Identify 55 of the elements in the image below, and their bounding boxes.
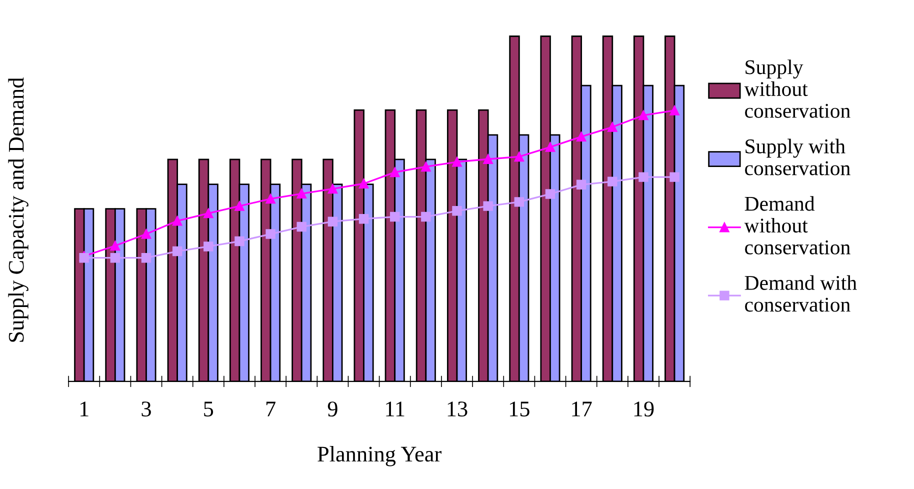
point <box>390 212 400 222</box>
legend-label: Supply with conservation <box>745 138 850 176</box>
point <box>514 152 524 162</box>
x-tick-label: 1 <box>80 402 88 416</box>
legend-label: Demand with conservation <box>744 275 857 312</box>
point <box>514 197 524 207</box>
point <box>296 188 306 199</box>
x-tick-label: 13 <box>448 402 468 417</box>
x-axis-title: Planning Year <box>318 446 442 466</box>
point <box>234 201 244 211</box>
point <box>638 172 648 182</box>
point <box>266 229 276 239</box>
point <box>576 132 586 142</box>
legend-label: Supply without conservation <box>744 60 850 118</box>
point <box>328 184 338 194</box>
point <box>358 178 369 188</box>
x-tick-label: 5 <box>204 402 214 417</box>
point <box>204 242 214 252</box>
x-tick-label: 15 <box>510 402 530 417</box>
legend-label: Demand without conservation <box>744 196 850 254</box>
point <box>608 176 618 186</box>
point <box>670 172 680 182</box>
point <box>421 212 431 222</box>
point <box>358 214 369 224</box>
point <box>110 240 120 251</box>
point <box>483 201 493 211</box>
x-tick-label: 19 <box>634 402 654 417</box>
x-tick-label: 9 <box>328 402 338 417</box>
point <box>234 236 244 246</box>
x-tick-label: 3 <box>142 402 151 417</box>
point <box>576 180 586 190</box>
point <box>172 246 182 256</box>
point <box>141 229 152 239</box>
point <box>545 142 556 152</box>
point <box>79 252 89 263</box>
point <box>390 167 400 178</box>
point <box>421 162 431 172</box>
point <box>266 194 276 204</box>
point <box>296 222 306 232</box>
point <box>328 216 338 226</box>
point <box>204 208 214 218</box>
point <box>141 252 152 263</box>
x-tick-label: 17 <box>572 402 592 416</box>
point <box>172 216 182 226</box>
x-tick-label: 11 <box>386 402 404 416</box>
x-tick-label: 7 <box>266 402 276 416</box>
point <box>452 157 462 167</box>
point <box>483 154 493 164</box>
point <box>608 122 618 132</box>
point <box>638 110 648 120</box>
point <box>670 106 680 116</box>
point <box>545 189 556 199</box>
y-axis-title: Supply Capacity and Demand <box>8 78 28 342</box>
point <box>110 252 120 263</box>
point <box>452 206 462 216</box>
